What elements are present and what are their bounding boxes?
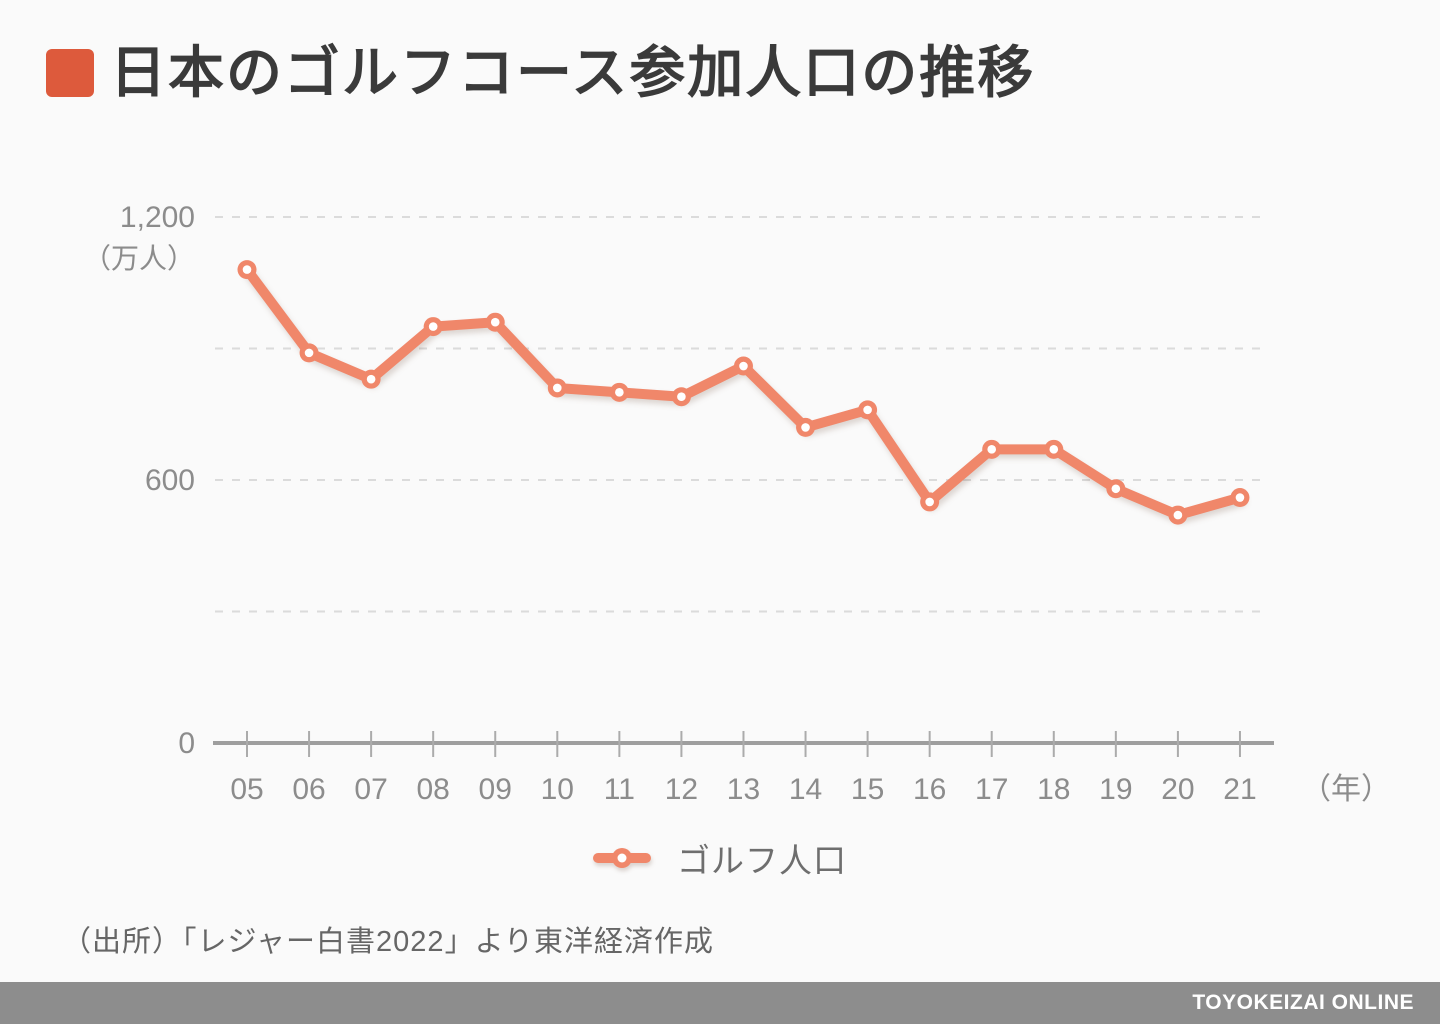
data-point-core	[1111, 484, 1121, 494]
x-axis-unit-label: （年）	[1301, 773, 1391, 806]
legend: ゴルフ人口	[0, 834, 1440, 882]
y-axis-label: 600	[145, 464, 195, 497]
x-axis-label: 17	[975, 773, 1008, 806]
data-point-core	[615, 388, 624, 397]
x-axis-label: 18	[1037, 773, 1070, 806]
data-point-core	[553, 383, 562, 393]
brand-logo-text: TOYOKEIZAI ONLINE	[1192, 991, 1414, 1014]
footer-bar: TOYOKEIZAI ONLINE	[0, 982, 1440, 1024]
source-note: （出所）「レジャー白書2022」より東洋経済作成	[62, 926, 714, 958]
legend-label: ゴルフ人口	[677, 842, 847, 879]
y-axis-label: 0	[178, 727, 195, 760]
data-point-core	[1173, 510, 1183, 520]
legend-line-marker-icon	[593, 848, 651, 868]
data-point-core	[739, 361, 748, 371]
data-point-core	[490, 317, 500, 327]
data-point-core	[1049, 445, 1059, 454]
data-point-core	[1235, 493, 1245, 502]
data-point-core	[428, 322, 438, 331]
x-axis-label: 16	[913, 773, 946, 806]
data-point-core	[304, 348, 314, 358]
x-axis-label: 09	[479, 773, 512, 806]
line-chart: 1,200 600 0 （万人） 05 06 07 08 09 10 11 12 13 14 15 16 17 1…	[83, 201, 1391, 806]
title-accent-square-icon	[46, 48, 94, 97]
data-point-core	[863, 405, 872, 415]
x-axis-label: 20	[1161, 773, 1194, 806]
data-line	[242, 264, 1245, 521]
data-point-core	[242, 265, 252, 274]
y-axis-label: 1,200	[120, 201, 195, 234]
x-axis-label: 15	[851, 773, 884, 806]
data-point-core	[677, 392, 686, 402]
x-axis-label: 08	[416, 773, 449, 806]
data-point-core	[925, 497, 934, 507]
data-point-core	[366, 374, 376, 384]
data-point-core	[987, 445, 997, 454]
x-axis-label: 21	[1223, 773, 1256, 806]
x-axis-label: 13	[727, 773, 760, 806]
title-row: 日本のゴルフコース参加人口の推移	[46, 42, 1035, 104]
x-axis-label: 14	[789, 773, 822, 806]
legend-point-icon	[612, 848, 632, 868]
data-point-core	[801, 423, 810, 432]
x-axis-label: 12	[665, 773, 698, 806]
x-axis-label: 07	[354, 773, 387, 806]
x-axis-label: 19	[1099, 773, 1132, 806]
chart-title: 日本のゴルフコース参加人口の推移	[110, 41, 1036, 104]
x-axis-label: 06	[292, 773, 325, 806]
x-axis-label: 11	[604, 773, 635, 806]
x-axis-label: 10	[541, 773, 574, 806]
y-axis-unit-label: （万人）	[83, 243, 195, 274]
x-axis-label: 05	[230, 773, 263, 806]
